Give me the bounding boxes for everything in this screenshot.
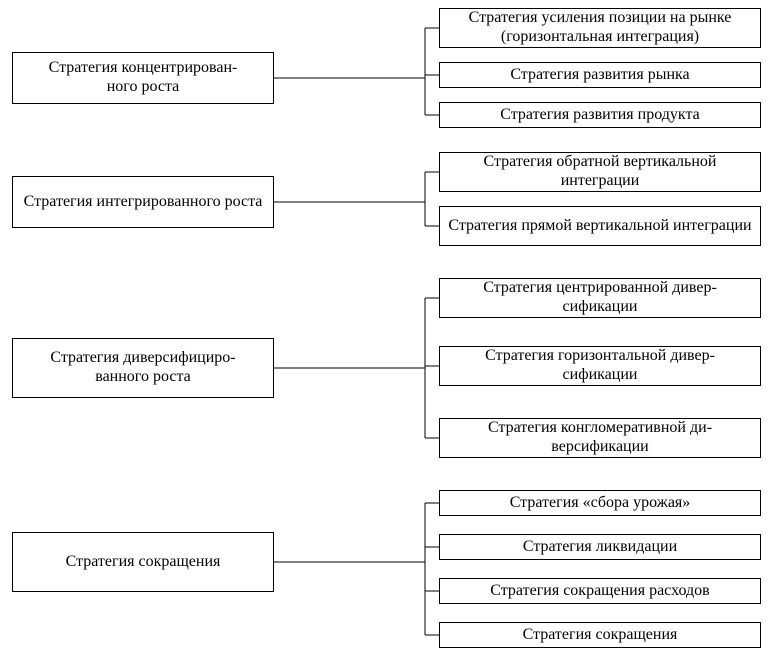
child-concentrated-1: Стратегия развития рынка [439, 62, 761, 88]
child-reduction-3: Стратегия сокращения [439, 622, 761, 648]
parent-diversified: Стратегия диверсифициро-ванного роста [12, 338, 274, 398]
child-concentrated-2: Стратегия развития продукта [439, 102, 761, 128]
diagram-canvas: Стратегия концентрирован-ного роста Страт… [0, 0, 775, 671]
child-reduction-2: Стратегия сокращения расходов [439, 578, 761, 604]
child-concentrated-0: Стратегия усиления позиции на рынке (гор… [439, 8, 761, 48]
child-diversified-0: Стратегия центрированной дивер-сификации [439, 278, 761, 318]
parent-reduction: Стратегия сокращения [12, 532, 274, 592]
parent-integrated: Стратегия интегрированного роста [12, 176, 274, 228]
child-reduction-1: Стратегия ликвидации [439, 534, 761, 560]
child-integrated-0: Стратегия обратной вертикальной интеграц… [439, 152, 761, 192]
child-reduction-0: Стратегия «сбора урожая» [439, 490, 761, 516]
child-diversified-1: Стратегия горизонтальной дивер-сификации [439, 346, 761, 386]
child-diversified-2: Стратегия конгломеративной ди-версификац… [439, 418, 761, 458]
parent-concentrated: Стратегия концентрирован-ного роста [12, 52, 274, 104]
child-integrated-1: Стратегия прямой вертикальной интеграции [439, 206, 761, 246]
